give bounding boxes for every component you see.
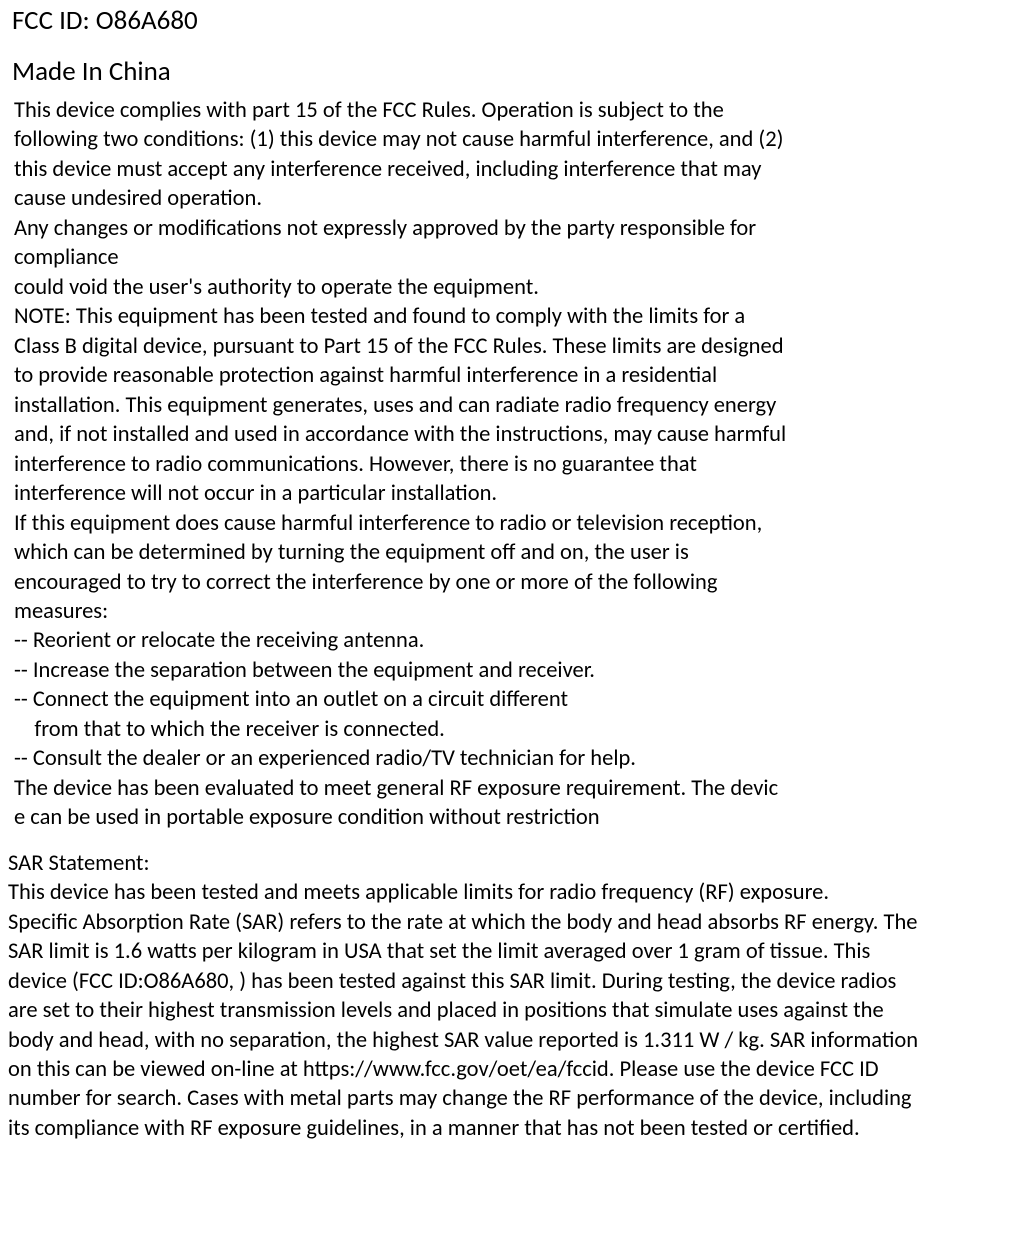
made-in-line: Made In China — [12, 55, 1008, 88]
sar-statement: SAR Statement: This device has been test… — [8, 849, 1008, 1144]
fcc-id-line: FCC ID: O86A680 — [12, 4, 1008, 37]
document-page: FCC ID: O86A680 Made In China This devic… — [0, 0, 1016, 1163]
compliance-body: This device complies with part 15 of the… — [14, 96, 1008, 833]
